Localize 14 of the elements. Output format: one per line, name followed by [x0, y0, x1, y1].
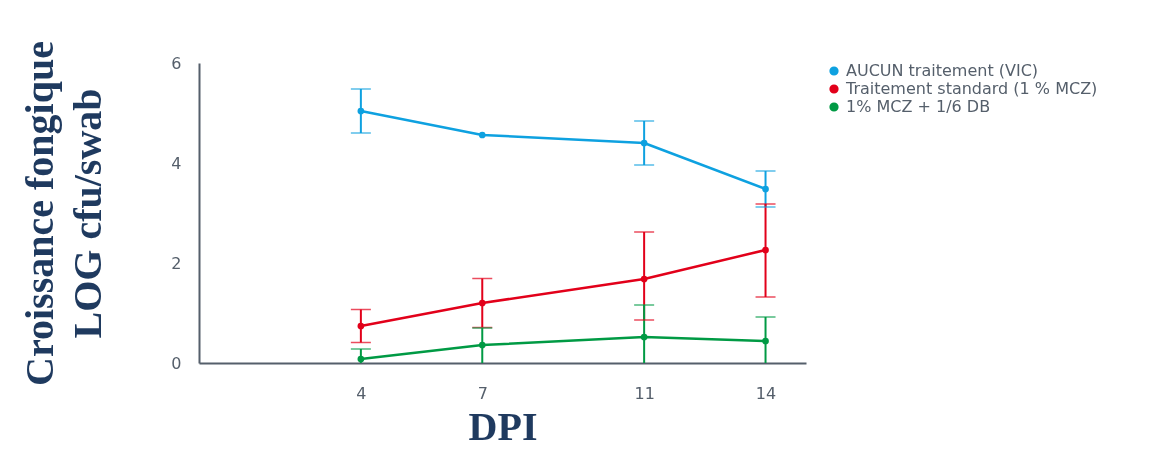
legend-label: AUCUN traitement (VIC) — [846, 61, 1039, 80]
legend-label: Traitement standard (1 % MCZ) — [845, 79, 1098, 98]
legend-label: 1% MCZ + 1/6 DB — [846, 97, 991, 116]
x-tick-label: 4 — [356, 383, 367, 403]
y-tick-label: 2 — [171, 253, 182, 273]
x-tick-label: 11 — [634, 383, 655, 403]
y-tick-label: 0 — [171, 353, 182, 373]
point — [478, 131, 486, 139]
x-tick-label: 14 — [755, 383, 777, 403]
x-axis-title: DPI — [468, 403, 538, 449]
x-tick-label: 7 — [477, 383, 488, 403]
y-tick-label: 6 — [171, 53, 182, 73]
y-tick-label: 4 — [171, 153, 182, 173]
y-axis-title: Croissance fongique LOG cfu/swab — [17, 41, 111, 386]
